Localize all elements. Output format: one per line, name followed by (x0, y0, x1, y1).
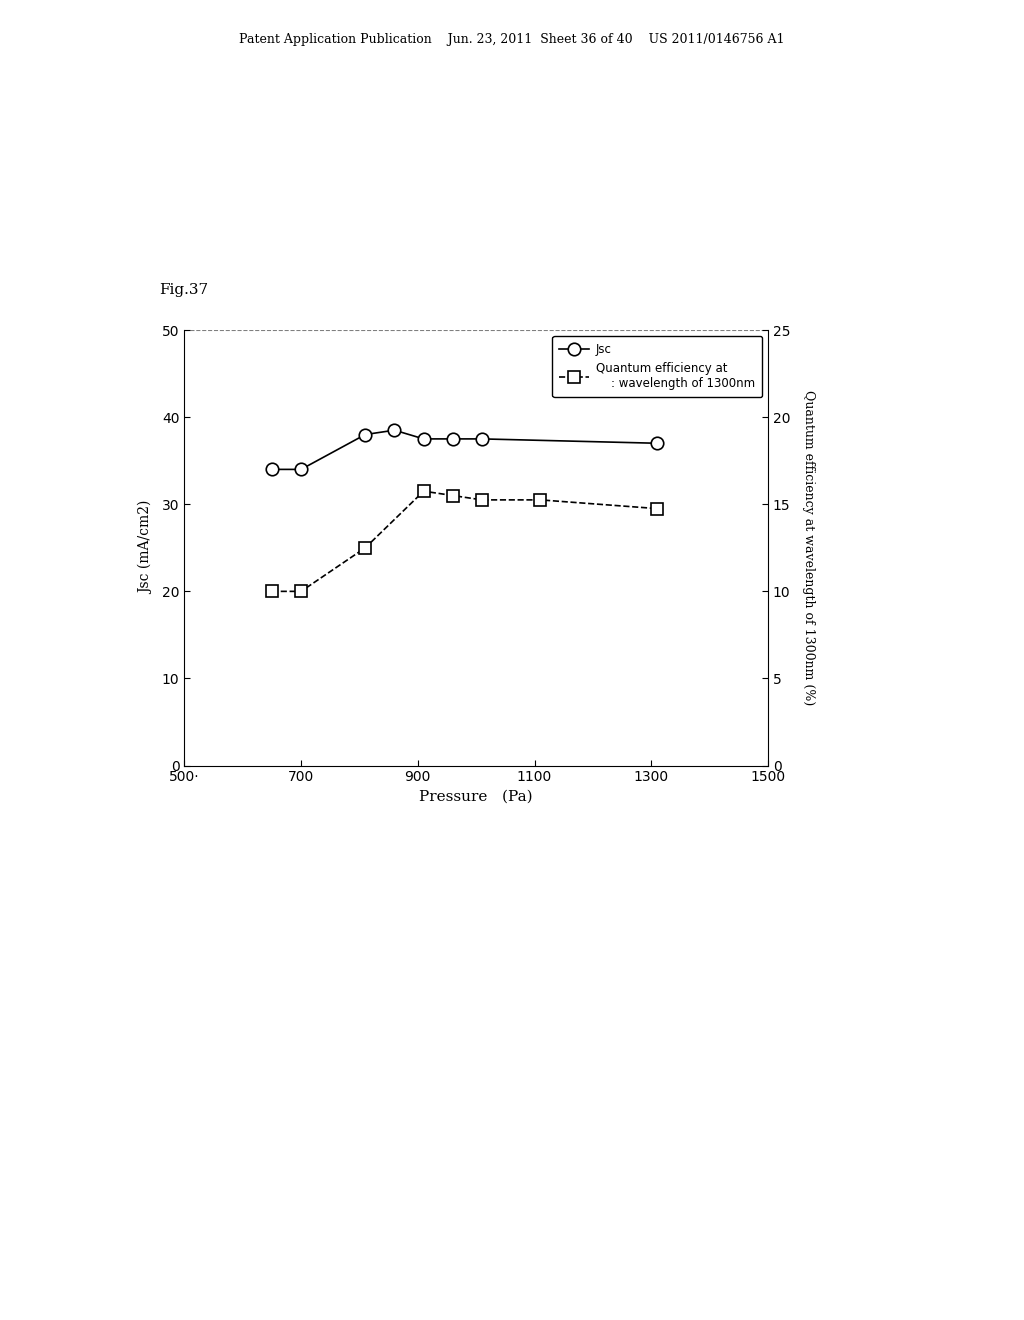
Quantum efficiency at
    : wavelength of 1300nm: (810, 25): wavelength of 1300nm: (810, 25) (359, 540, 372, 556)
Quantum efficiency at
    : wavelength of 1300nm: (700, 20): wavelength of 1300nm: (700, 20) (295, 583, 307, 599)
Line: Jsc: Jsc (265, 424, 664, 475)
Legend: Jsc, Quantum efficiency at
    : wavelength of 1300nm: Jsc, Quantum efficiency at : wavelength … (552, 335, 762, 397)
Quantum efficiency at
    : wavelength of 1300nm: (910, 31.5): wavelength of 1300nm: (910, 31.5) (418, 483, 430, 499)
Jsc (359, 426, 372, 442)
Text: Fig.37: Fig.37 (159, 282, 208, 297)
Line: Quantum efficiency at
    : wavelength of 1300nm: Quantum efficiency at : wavelength of 13… (265, 484, 664, 598)
Quantum efficiency at
    : wavelength of 1300nm: (1.11e+03, 30.5): wavelength of 1300nm: (1.11e+03, 30.5) (535, 492, 547, 508)
Quantum efficiency at
    : wavelength of 1300nm: (1.01e+03, 30.5): wavelength of 1300nm: (1.01e+03, 30.5) (476, 492, 488, 508)
Y-axis label: Quantum efficiency at wavelength of 1300nm (%): Quantum efficiency at wavelength of 1300… (802, 391, 815, 705)
Quantum efficiency at
    : wavelength of 1300nm: (1.31e+03, 29.5): wavelength of 1300nm: (1.31e+03, 29.5) (651, 500, 664, 516)
Jsc (295, 462, 307, 478)
Jsc (476, 430, 488, 446)
Text: Patent Application Publication    Jun. 23, 2011  Sheet 36 of 40    US 2011/01467: Patent Application Publication Jun. 23, … (240, 33, 784, 46)
Jsc (418, 430, 430, 446)
Jsc (651, 436, 664, 451)
Jsc (388, 422, 400, 438)
Quantum efficiency at
    : wavelength of 1300nm: (960, 31): wavelength of 1300nm: (960, 31) (446, 487, 459, 503)
Quantum efficiency at
    : wavelength of 1300nm: (650, 20): wavelength of 1300nm: (650, 20) (266, 583, 279, 599)
X-axis label: Pressure   (Pa): Pressure (Pa) (420, 789, 532, 804)
Y-axis label: Jsc (mA/cm2): Jsc (mA/cm2) (139, 502, 154, 594)
Jsc (266, 462, 279, 478)
Jsc (446, 430, 459, 446)
